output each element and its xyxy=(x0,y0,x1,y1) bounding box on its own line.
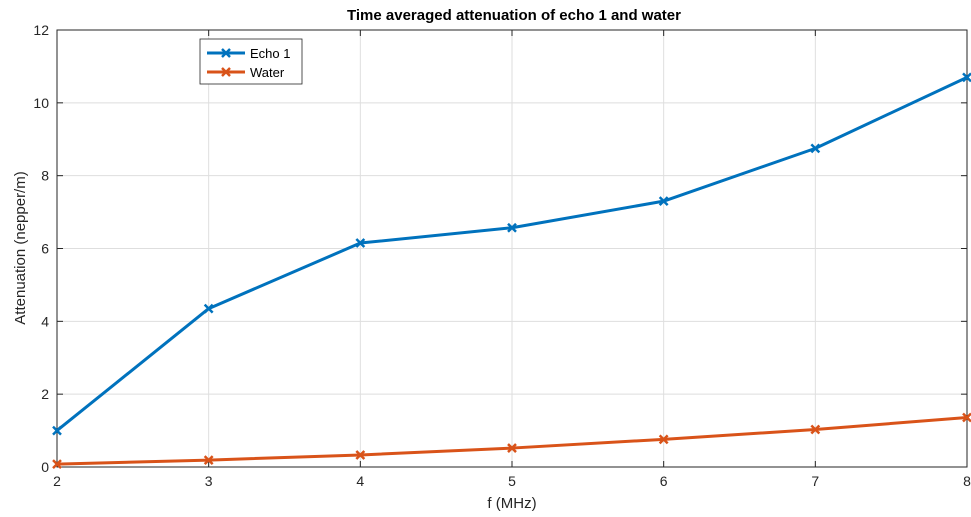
data-point-water xyxy=(810,424,821,435)
y-tick-label: 0 xyxy=(41,459,49,475)
y-tick-label: 4 xyxy=(41,313,49,329)
y-tick-label: 2 xyxy=(41,386,49,402)
grid xyxy=(57,30,967,467)
x-tick-label: 2 xyxy=(53,473,61,489)
x-tick-label: 3 xyxy=(205,473,213,489)
data-point-water xyxy=(962,412,971,423)
legend-label-water: Water xyxy=(250,65,285,80)
data-point-echo-1 xyxy=(810,143,821,154)
x-tick-label: 8 xyxy=(963,473,971,489)
x-axis-label: f (MHz) xyxy=(487,495,536,512)
data-point-echo-1 xyxy=(962,72,971,83)
data-point-echo-1 xyxy=(507,222,517,233)
y-axis-label: Attenuation (nepper/m) xyxy=(12,171,29,324)
y-tick-label: 6 xyxy=(41,241,49,257)
data-point-water xyxy=(507,443,517,453)
series-group xyxy=(52,72,971,469)
legend-label-echo-1: Echo 1 xyxy=(250,46,290,61)
data-point-water xyxy=(52,459,62,469)
data-point-echo-1 xyxy=(658,196,669,207)
chart-title: Time averaged attenuation of echo 1 and … xyxy=(347,7,681,24)
data-point-echo-1 xyxy=(355,238,366,248)
x-tick-label: 5 xyxy=(508,473,516,489)
data-point-water xyxy=(658,434,669,445)
data-point-water xyxy=(355,450,366,460)
y-tick-label: 8 xyxy=(41,168,49,184)
y-tick-label: 12 xyxy=(33,22,49,38)
data-point-echo-1 xyxy=(203,303,214,314)
data-point-echo-1 xyxy=(52,425,62,436)
data-point-water xyxy=(203,455,214,465)
x-tick-label: 7 xyxy=(811,473,819,489)
x-tick-label: 6 xyxy=(660,473,668,489)
x-tick-label: 4 xyxy=(356,473,364,489)
legend-marker-water xyxy=(221,67,231,77)
legend: Echo 1 Water xyxy=(199,38,303,85)
legend-box xyxy=(199,38,303,85)
y-tick-label: 10 xyxy=(33,95,49,111)
legend-marker-echo-1 xyxy=(221,48,231,58)
